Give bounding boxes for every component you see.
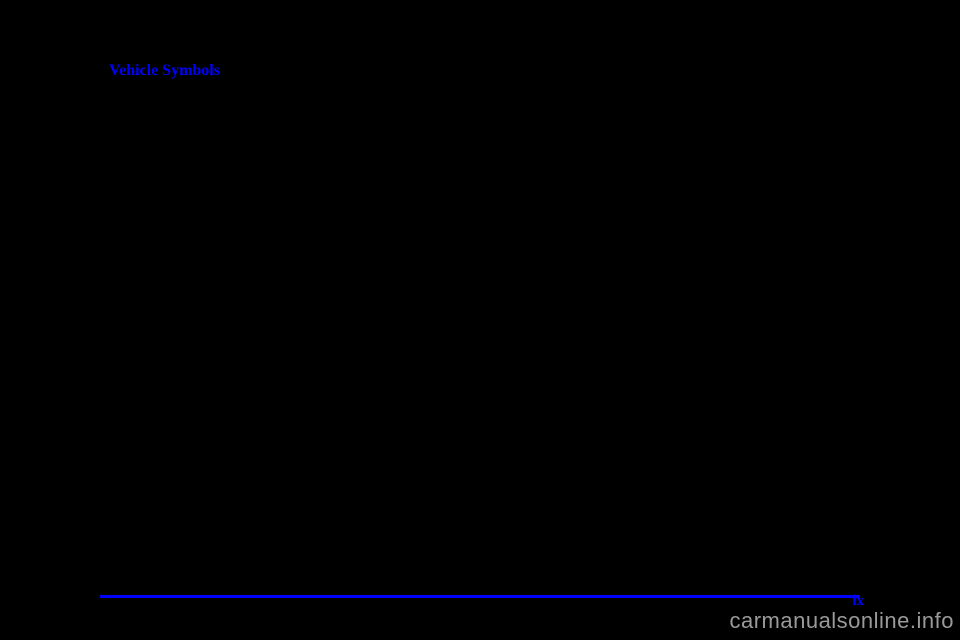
manual-page: Vehicle Symbols ix carmanualsonline.info [0, 0, 960, 640]
watermark-text: carmanualsonline.info [729, 608, 954, 634]
section-heading: Vehicle Symbols [109, 62, 220, 80]
footer-divider [100, 595, 860, 598]
